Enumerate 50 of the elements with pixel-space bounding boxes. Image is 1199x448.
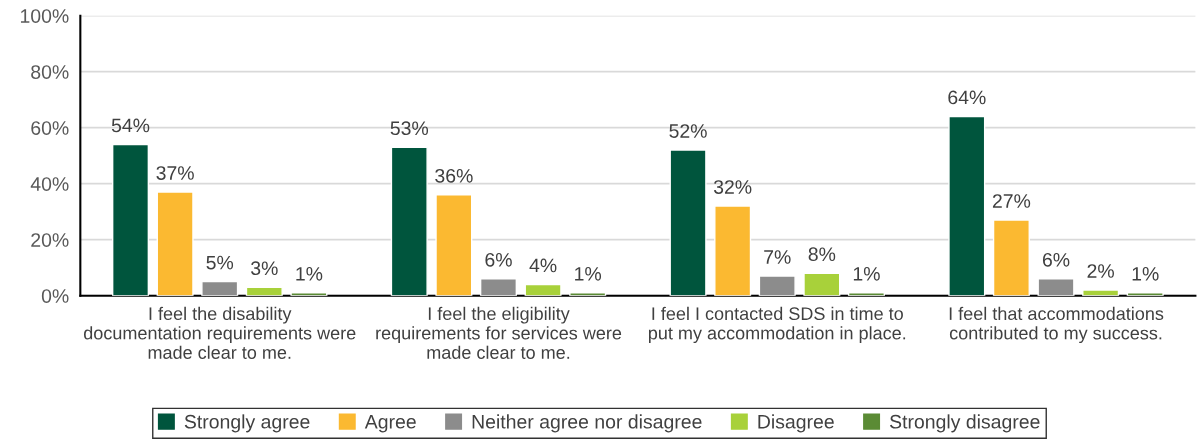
bar (992, 219, 1030, 296)
bar (201, 280, 239, 296)
x-tick-label: I feel that accommodations contributed to my success. (949, 306, 1164, 344)
bar (156, 191, 194, 296)
data-label: 37% (156, 166, 194, 180)
data-label: 1% (853, 267, 880, 281)
bar (714, 205, 752, 296)
bar (669, 149, 707, 296)
y-tick-label: 0% (41, 289, 69, 303)
x-tick-label: I feel I contacted SDS in time to put my accommodation in place. (648, 306, 906, 344)
y-tick-label: 40% (30, 177, 69, 191)
legend-label: Disagree (758, 414, 834, 433)
bar (435, 194, 473, 296)
x-tick-label: I feel the eligibility requirements for services were made clear to me. (376, 306, 622, 359)
bar (111, 143, 150, 296)
data-label: 53% (390, 121, 429, 136)
data-label: 4% (529, 258, 557, 273)
legend-label: Strongly disagree (889, 414, 1040, 433)
data-label: 1% (1132, 267, 1159, 281)
data-label: 8% (808, 247, 836, 262)
legend-label: Strongly agree (184, 414, 310, 433)
x-tick-label: I feel the disability documentation requirements were made clear to me. (83, 306, 356, 359)
bar (948, 115, 986, 296)
data-label: 2% (1087, 264, 1114, 278)
data-label: 54% (111, 118, 150, 133)
bar (390, 146, 428, 296)
data-label: 52% (669, 124, 707, 138)
data-label: 3% (251, 261, 278, 276)
data-label: 5% (206, 255, 234, 270)
data-label: 32% (713, 180, 752, 194)
y-tick-label: 80% (31, 65, 69, 79)
bar (803, 272, 841, 296)
bar (1037, 278, 1075, 296)
bar (524, 283, 562, 296)
bar (758, 275, 796, 296)
y-tick-label: 60% (31, 121, 69, 135)
data-label: 27% (992, 194, 1031, 208)
data-label: 7% (764, 250, 791, 264)
data-label: 6% (1042, 252, 1070, 267)
y-tick-label: 100% (20, 9, 69, 23)
data-label: 36% (435, 168, 473, 183)
legend-label: Agree (364, 415, 416, 433)
y-tick-label: 20% (31, 233, 69, 247)
data-label: 6% (485, 252, 512, 267)
data-label: 64% (948, 90, 986, 105)
data-label: 1% (575, 267, 602, 281)
bar (479, 278, 518, 296)
bar (1082, 289, 1120, 296)
data-label: 1% (296, 267, 323, 281)
legend-label: Neither agree nor disagree (472, 414, 702, 433)
